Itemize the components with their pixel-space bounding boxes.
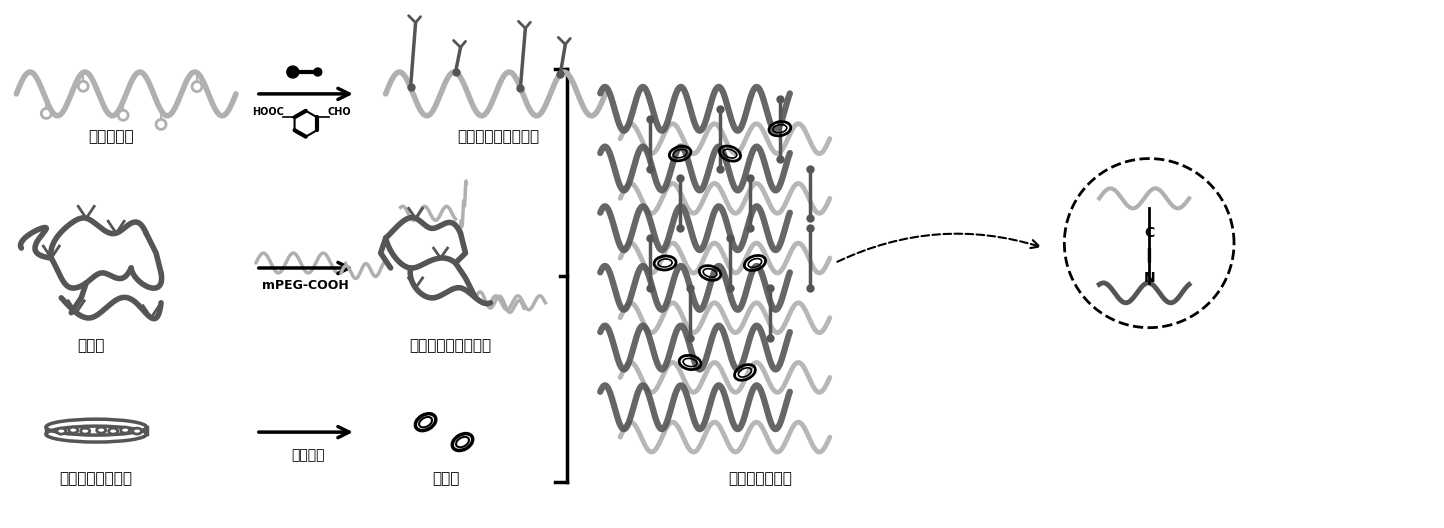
Ellipse shape <box>133 428 142 434</box>
Ellipse shape <box>69 427 78 433</box>
Text: 壳聚糖: 壳聚糖 <box>78 338 105 353</box>
Ellipse shape <box>134 429 140 433</box>
Text: 胎盘间充质干细胞: 胎盘间充质干细胞 <box>59 472 133 486</box>
Circle shape <box>313 68 322 76</box>
Ellipse shape <box>98 428 104 432</box>
Text: 聚乙二醇接枝壳聚糖: 聚乙二醇接枝壳聚糖 <box>410 338 491 353</box>
Text: 醛基改性甲基纤维素: 醛基改性甲基纤维素 <box>458 129 540 144</box>
Text: 水凝胶网络结构: 水凝胶网络结构 <box>728 472 791 486</box>
Text: ‖: ‖ <box>1145 248 1152 262</box>
Text: HOOC: HOOC <box>251 107 284 117</box>
Text: 外泌体: 外泌体 <box>432 472 459 486</box>
Ellipse shape <box>110 429 117 433</box>
Text: 超速离心: 超速离心 <box>292 448 325 462</box>
Ellipse shape <box>58 429 65 433</box>
Text: C: C <box>1144 226 1154 240</box>
Ellipse shape <box>121 428 129 432</box>
Ellipse shape <box>81 428 90 434</box>
Ellipse shape <box>82 429 88 433</box>
Text: mPEG-COOH: mPEG-COOH <box>263 279 349 293</box>
Circle shape <box>287 66 299 78</box>
Text: CHO: CHO <box>328 107 351 117</box>
Text: 甲基纤维素: 甲基纤维素 <box>88 129 134 144</box>
Ellipse shape <box>56 428 66 434</box>
Ellipse shape <box>108 428 117 434</box>
Ellipse shape <box>97 427 105 433</box>
Ellipse shape <box>69 428 77 432</box>
Ellipse shape <box>121 427 130 433</box>
Text: N: N <box>1144 271 1155 285</box>
